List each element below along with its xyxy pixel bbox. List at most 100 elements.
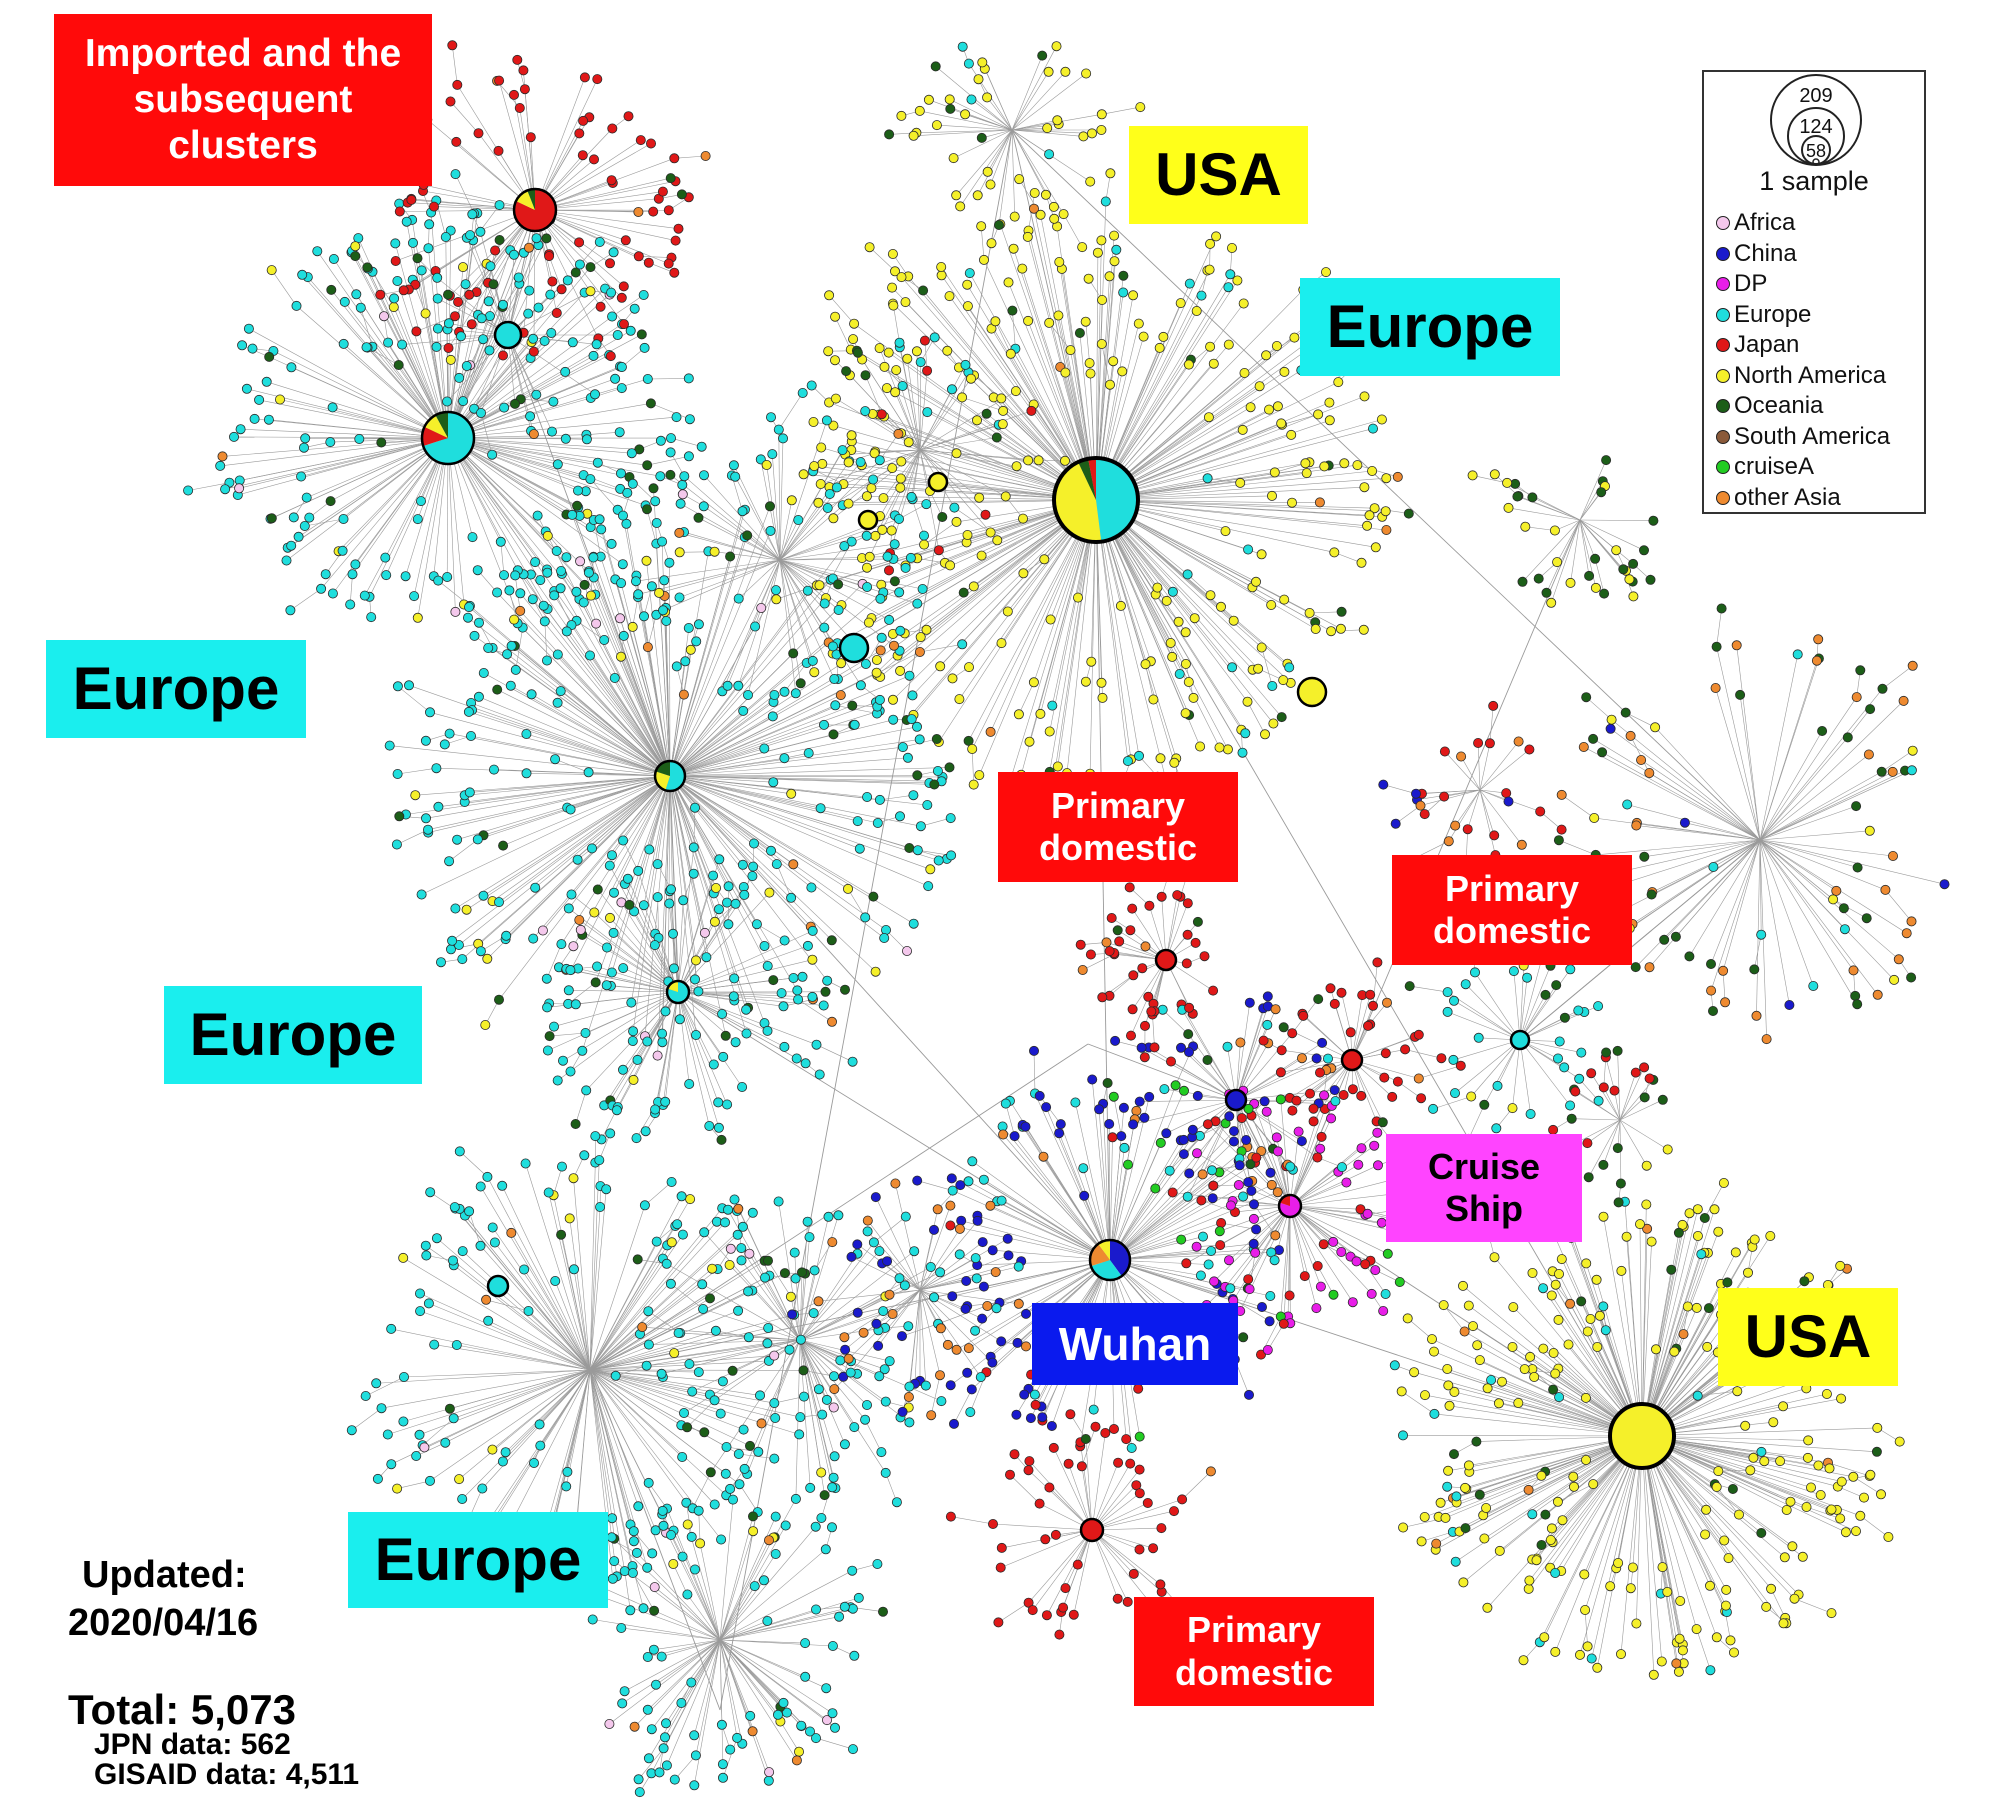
haplotype-node xyxy=(601,1184,612,1195)
haplotype-node xyxy=(435,957,446,968)
haplotype-node xyxy=(912,770,923,781)
network-edge xyxy=(919,1289,966,1310)
haplotype-node xyxy=(183,485,194,496)
haplotype-node xyxy=(638,289,649,300)
haplotype-node xyxy=(1840,1527,1851,1538)
haplotype-node xyxy=(1276,712,1287,723)
haplotype-node xyxy=(1358,624,1369,635)
network-edge xyxy=(719,1639,781,1722)
haplotype-node xyxy=(535,1440,546,1451)
haplotype-node xyxy=(397,339,408,350)
haplotype-node xyxy=(1871,1446,1882,1457)
network-edge xyxy=(532,775,671,939)
haplotype-node xyxy=(567,509,578,520)
haplotype-node xyxy=(1165,638,1176,649)
network-edge xyxy=(1011,129,1064,215)
network-edge xyxy=(977,129,1013,196)
network-edge xyxy=(669,675,910,777)
haplotype-node xyxy=(704,1121,715,1132)
haplotype-node xyxy=(1184,1168,1195,1179)
haplotype-node xyxy=(1176,1234,1187,1245)
haplotype-node xyxy=(824,488,835,499)
haplotype-node xyxy=(1682,1301,1693,1312)
haplotype-node xyxy=(530,882,541,893)
network-edge xyxy=(1289,1205,1354,1303)
haplotype-node xyxy=(638,900,649,911)
network-edge xyxy=(784,662,807,692)
network-edge xyxy=(266,381,449,439)
haplotype-node xyxy=(1314,497,1325,508)
haplotype-node xyxy=(1677,1645,1688,1656)
network-edge xyxy=(622,840,639,872)
haplotype-node xyxy=(705,1293,716,1304)
haplotype-node xyxy=(730,1037,741,1048)
haplotype-node xyxy=(592,74,603,85)
haplotype-node xyxy=(979,254,990,265)
network-edge xyxy=(669,710,880,777)
haplotype-node xyxy=(1159,1084,1170,1095)
network-edge xyxy=(511,1232,591,1371)
network-edge xyxy=(1018,682,1035,715)
haplotype-node xyxy=(1002,606,1013,617)
network-edge xyxy=(453,1265,591,1371)
network-edge xyxy=(911,449,921,497)
network-edge xyxy=(669,592,884,777)
haplotype-node xyxy=(974,770,985,781)
network-edge xyxy=(1522,519,1581,583)
haplotype-node xyxy=(767,449,778,460)
haplotype-node xyxy=(1729,1647,1740,1658)
haplotype-node xyxy=(985,527,996,538)
haplotype-node xyxy=(1541,587,1552,598)
haplotype-node xyxy=(1625,1583,1636,1594)
haplotype-node xyxy=(392,1483,403,1494)
haplotype-node xyxy=(743,1286,754,1297)
haplotype-node xyxy=(891,365,902,376)
network-edge xyxy=(669,775,798,991)
haplotype-node xyxy=(381,570,392,581)
haplotype-node xyxy=(890,387,901,398)
network-edge xyxy=(876,499,1097,661)
network-edge xyxy=(1351,1059,1419,1079)
haplotype-node xyxy=(487,1444,498,1455)
network-edge xyxy=(1546,519,1581,593)
haplotype-node xyxy=(1133,318,1144,329)
haplotype-node xyxy=(631,576,642,587)
haplotype-node xyxy=(1540,1509,1551,1520)
haplotype-node xyxy=(1594,1310,1605,1321)
haplotype-node xyxy=(1202,473,1213,484)
haplotype-node xyxy=(391,839,402,850)
haplotype-node xyxy=(759,743,770,754)
network-edge xyxy=(880,499,1097,678)
haplotype-node xyxy=(614,427,625,438)
network-edge xyxy=(1611,719,1761,841)
network-edge xyxy=(1109,1162,1256,1261)
haplotype-node xyxy=(1060,66,1071,77)
network-edge xyxy=(747,559,781,696)
network-edge xyxy=(1364,1264,1386,1295)
network-edge xyxy=(779,558,894,561)
haplotype-node xyxy=(1581,1455,1592,1466)
haplotype-node xyxy=(542,530,553,541)
network-edge xyxy=(669,724,825,777)
network-edge xyxy=(919,389,953,451)
haplotype-node xyxy=(565,965,576,976)
network-edge xyxy=(892,1289,921,1315)
network-edge xyxy=(814,465,1097,501)
network-edge xyxy=(1052,499,1097,784)
haplotype-node xyxy=(555,583,566,594)
haplotype-node xyxy=(1635,1219,1646,1230)
haplotype-node xyxy=(1297,1053,1308,1064)
network-edge xyxy=(1109,1156,1253,1261)
network-edge xyxy=(919,1260,1022,1291)
haplotype-node xyxy=(1258,1035,1269,1046)
haplotype-node xyxy=(964,268,975,279)
network-edge xyxy=(599,519,671,777)
network-edge xyxy=(733,465,781,561)
network-edge xyxy=(919,1241,983,1291)
network-edge xyxy=(397,686,431,713)
network-edge xyxy=(822,463,862,466)
haplotype-node xyxy=(1167,1187,1178,1198)
haplotype-node xyxy=(1582,1641,1593,1652)
haplotype-node xyxy=(578,597,589,608)
haplotype-node xyxy=(337,545,348,556)
